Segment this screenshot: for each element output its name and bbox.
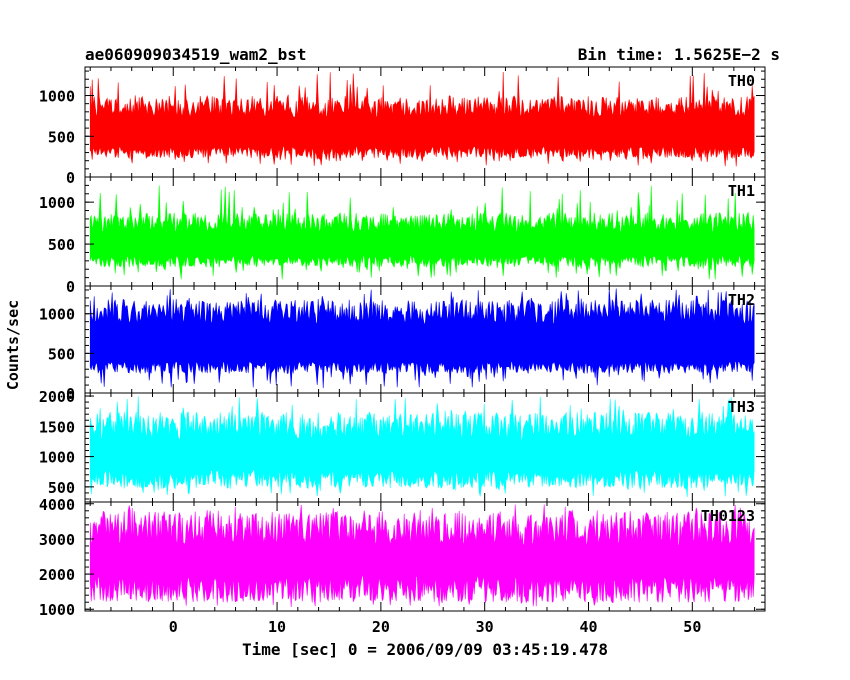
panel-label: TH3 <box>728 398 755 416</box>
y-tick-label: 0 <box>66 278 75 296</box>
x-tick-label: 10 <box>268 618 286 636</box>
y-tick-label: 1500 <box>39 418 75 436</box>
x-tick-label: 30 <box>476 618 494 636</box>
x-tick-label: 40 <box>579 618 597 636</box>
x-axis: 0 10 20 30 40 50 <box>169 618 702 636</box>
y-tick-label: 1000 <box>39 88 75 106</box>
series-th0-band <box>89 71 755 167</box>
y-tick-label: 1000 <box>39 194 75 212</box>
y-tick-label: 1000 <box>39 601 75 619</box>
y-tick-label: 2000 <box>39 566 75 584</box>
y-tick-label: 0 <box>66 169 75 187</box>
x-tick-label: 20 <box>372 618 390 636</box>
panel-frame <box>84 501 766 612</box>
panel-th0123: 1000 2000 3000 4000 TH0123 <box>39 496 766 619</box>
series-th2-band <box>89 288 755 389</box>
panel-label: TH1 <box>728 182 755 200</box>
y-tick-label: 500 <box>48 345 75 363</box>
y-tick-label: 500 <box>48 128 75 146</box>
panel-th2: 0 500 1000 TH2 <box>39 285 766 403</box>
y-tick-label: 3000 <box>39 531 75 549</box>
bin-time-label: Bin time: 1.5625E−2 s <box>578 45 780 64</box>
panel-label: TH2 <box>728 291 755 309</box>
panel-th1: 0 500 1000 TH1 <box>39 176 766 296</box>
series-th3-band <box>89 396 755 498</box>
x-tick-label: 0 <box>169 618 178 636</box>
x-tick-label: 50 <box>683 618 701 636</box>
panel-th3: 500 1000 1500 2000 TH3 <box>39 388 766 503</box>
y-tick-label: 4000 <box>39 496 75 514</box>
panels-group: 05001000TH005001000TH105001000TH25001000… <box>39 66 766 619</box>
y-tick-label: 500 <box>48 236 75 254</box>
chart-title: ae060909034519_wam2_bst <box>85 45 307 64</box>
y-tick-label: 2000 <box>39 388 75 406</box>
y-tick-label: 0 <box>66 385 75 403</box>
panel-label: TH0123 <box>701 507 755 525</box>
y-tick-label: 1000 <box>39 306 75 324</box>
series-th1-band <box>89 185 755 280</box>
panel-label: TH0 <box>728 72 755 90</box>
y-tick-label: 500 <box>48 479 75 497</box>
series-th0123-band <box>89 504 755 608</box>
panel-th0: 0 500 1000 TH0 <box>39 66 766 187</box>
x-axis-label: Time [sec] 0 = 2006/09/09 03:45:19.478 <box>242 640 608 659</box>
y-axis-label: Counts/sec <box>4 300 22 390</box>
y-tick-label: 1000 <box>39 449 75 467</box>
